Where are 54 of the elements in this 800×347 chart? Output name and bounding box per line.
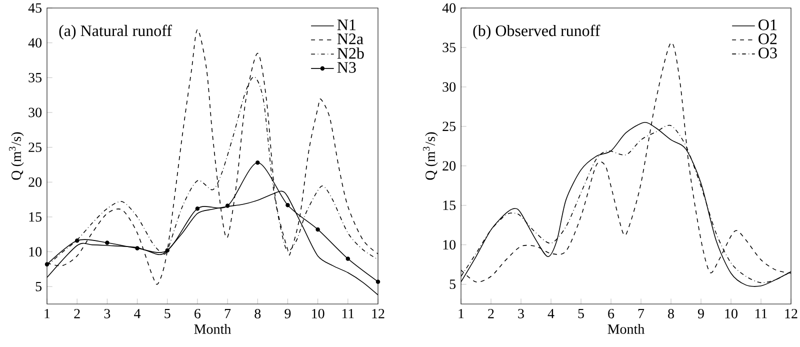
x-tick-label: 4 — [548, 308, 554, 318]
y-tick-label: 45 — [28, 3, 42, 13]
legend-label: N2a — [337, 34, 364, 44]
x-tick-label: 12 — [785, 308, 798, 318]
x-tick-label: 4 — [134, 308, 141, 318]
y-tick-label: 40 — [28, 38, 42, 48]
x-tick-label: 11 — [756, 308, 767, 318]
x-tick-label: 1 — [44, 308, 50, 318]
y-axis-title: Q (m$^{3}$/s) — [9, 132, 24, 180]
y-tick-label: 10 — [443, 240, 456, 250]
legend-label: O2 — [758, 34, 777, 44]
x-tick-label: 5 — [578, 308, 584, 318]
x-tick-label: 6 — [194, 308, 201, 318]
x-tick-label: 2 — [488, 308, 494, 318]
y-tick-label: 25 — [28, 142, 42, 152]
x-tick-label: 10 — [725, 308, 738, 318]
x-tick-label: 8 — [668, 308, 674, 318]
x-tick-label: 7 — [638, 308, 644, 318]
y-tick-label: 5 — [450, 280, 456, 289]
y-axis-title: Q (m$^{3}$/s) — [423, 132, 438, 180]
x-tick-label: 10 — [312, 308, 324, 318]
y-tick-label: 5 — [36, 282, 42, 292]
x-axis-title: Month — [608, 324, 644, 334]
y-tick-label: 15 — [443, 200, 456, 210]
y-tick-label: 30 — [28, 108, 42, 118]
x-tick-label: 9 — [698, 308, 704, 318]
x-tick-label: 5 — [164, 308, 170, 318]
x-tick-label: 11 — [342, 308, 354, 318]
y-tick-label: 35 — [28, 72, 42, 82]
x-tick-label: 8 — [254, 308, 261, 318]
legend-label: O3 — [758, 48, 777, 58]
legend-label: O1 — [758, 20, 777, 30]
y-tick-label: 35 — [442, 42, 456, 52]
legend-label: N2b — [337, 48, 364, 59]
y-tick-label: 20 — [28, 177, 42, 187]
x-tick-label: 6 — [608, 308, 614, 318]
x-tick-label: 3 — [518, 308, 524, 318]
x-tick-label: 7 — [224, 308, 231, 318]
x-tick-label: 12 — [372, 308, 384, 318]
y-tick-label: 20 — [442, 161, 456, 171]
x-tick-label: 3 — [104, 308, 110, 318]
x-tick-label: 2 — [74, 308, 80, 318]
x-tick-label: 9 — [284, 308, 291, 318]
x-axis-title: Month — [194, 324, 231, 334]
y-tick-label: 25 — [442, 122, 456, 132]
text: (a) Natural runoff — [59, 24, 172, 40]
y-tick-label: 10 — [29, 247, 42, 257]
text: (b) Observed runoff — [473, 24, 600, 40]
x-tick-label: 1 — [458, 308, 464, 318]
y-tick-label: 15 — [29, 212, 42, 222]
legend-label: N1 — [337, 20, 356, 30]
y-tick-label: 40 — [442, 3, 456, 13]
y-tick-label: 30 — [442, 82, 456, 92]
legend-label: N3 — [337, 62, 356, 73]
